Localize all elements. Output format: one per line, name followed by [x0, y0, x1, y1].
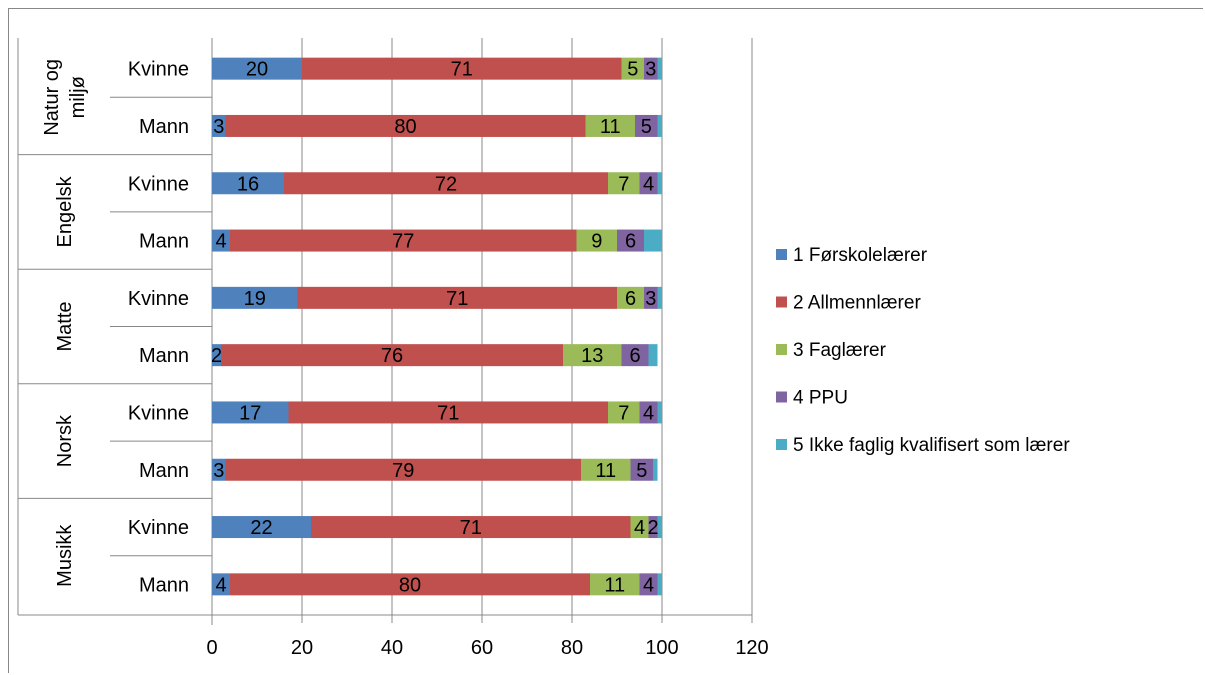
x-tick-label: 0: [206, 637, 217, 659]
bar-segment: [658, 573, 663, 595]
category-label: Kvinne: [128, 517, 189, 539]
data-label: 11: [595, 460, 616, 482]
category-label: Mann: [139, 460, 189, 482]
x-tick-label: 60: [471, 637, 493, 659]
data-label: 11: [604, 574, 625, 596]
data-label: 3: [213, 116, 224, 138]
group-label: Engelsk: [54, 175, 76, 247]
x-tick-label: 80: [561, 637, 583, 659]
data-label: 4: [643, 402, 654, 424]
bar-segment: [649, 344, 658, 366]
data-label: 2: [647, 517, 658, 539]
data-label: 3: [213, 460, 224, 482]
data-label: 9: [591, 231, 602, 253]
bar-segment: [653, 459, 658, 481]
data-label: 6: [625, 288, 636, 310]
data-label: 71: [446, 288, 468, 310]
data-label: 17: [239, 402, 261, 424]
data-label: 16: [237, 173, 259, 195]
bar-segment: [658, 58, 663, 80]
data-label: 76: [381, 345, 403, 367]
data-label: 6: [625, 231, 636, 253]
data-label: 4: [215, 574, 226, 596]
x-tick-label: 40: [381, 637, 403, 659]
group-label: Matte: [54, 301, 76, 351]
bar-segment: [658, 287, 663, 309]
data-label: 3: [645, 59, 656, 81]
data-label: 71: [451, 59, 473, 81]
data-label: 20: [246, 59, 268, 81]
legend-label: 1 Førskolelærer: [793, 245, 928, 266]
data-label: 4: [634, 517, 645, 539]
data-label: 2: [211, 345, 222, 367]
data-label: 4: [643, 173, 654, 195]
data-label: 6: [629, 345, 640, 367]
legend-swatch: [776, 344, 787, 355]
category-label: Mann: [139, 345, 189, 367]
category-label: Kvinne: [128, 402, 189, 424]
category-label: Kvinne: [128, 288, 189, 310]
legend-label: 5 Ikke faglig kvalifisert som lærer: [793, 435, 1070, 456]
x-tick-label: 100: [645, 637, 678, 659]
data-label: 72: [435, 173, 457, 195]
group-label: Musikk: [54, 524, 76, 587]
legend-label: 4 PPU: [793, 388, 848, 409]
data-label: 13: [581, 345, 603, 367]
data-label: 7: [618, 402, 629, 424]
legend-swatch: [776, 439, 787, 450]
category-label: Kvinne: [128, 59, 189, 81]
bar-segment: [658, 115, 663, 137]
data-label: 79: [392, 460, 414, 482]
category-label: Mann: [139, 116, 189, 138]
legend-label: 3 Faglærer: [793, 340, 887, 361]
data-label: 71: [437, 402, 459, 424]
bar-segment: [658, 516, 663, 538]
data-label: 5: [636, 460, 647, 482]
data-label: 7: [618, 173, 629, 195]
bar-segment: [658, 401, 663, 423]
data-label: 4: [215, 231, 226, 253]
legend-label: 2 Allmennlærer: [793, 293, 921, 314]
data-label: 22: [250, 517, 272, 539]
x-tick-label: 20: [291, 637, 313, 659]
legend-swatch: [776, 297, 787, 308]
data-label: 3: [645, 288, 656, 310]
category-label: Mann: [139, 574, 189, 596]
data-label: 80: [399, 574, 421, 596]
legend-swatch: [776, 392, 787, 403]
group-label: Natur og miljø: [41, 59, 89, 136]
x-tick-label: 120: [735, 637, 768, 659]
data-label: 4: [643, 574, 654, 596]
legend-swatch: [776, 249, 787, 260]
bar-segment: [644, 230, 662, 252]
category-label: Kvinne: [128, 173, 189, 195]
group-label: Norsk: [54, 414, 76, 467]
data-label: 19: [244, 288, 266, 310]
data-label: 5: [627, 59, 638, 81]
data-label: 5: [641, 116, 652, 138]
data-label: 80: [394, 116, 416, 138]
data-label: 77: [392, 231, 414, 253]
data-label: 11: [600, 116, 621, 138]
category-label: Mann: [139, 231, 189, 253]
data-label: 71: [460, 517, 482, 539]
bar-segment: [658, 172, 663, 194]
